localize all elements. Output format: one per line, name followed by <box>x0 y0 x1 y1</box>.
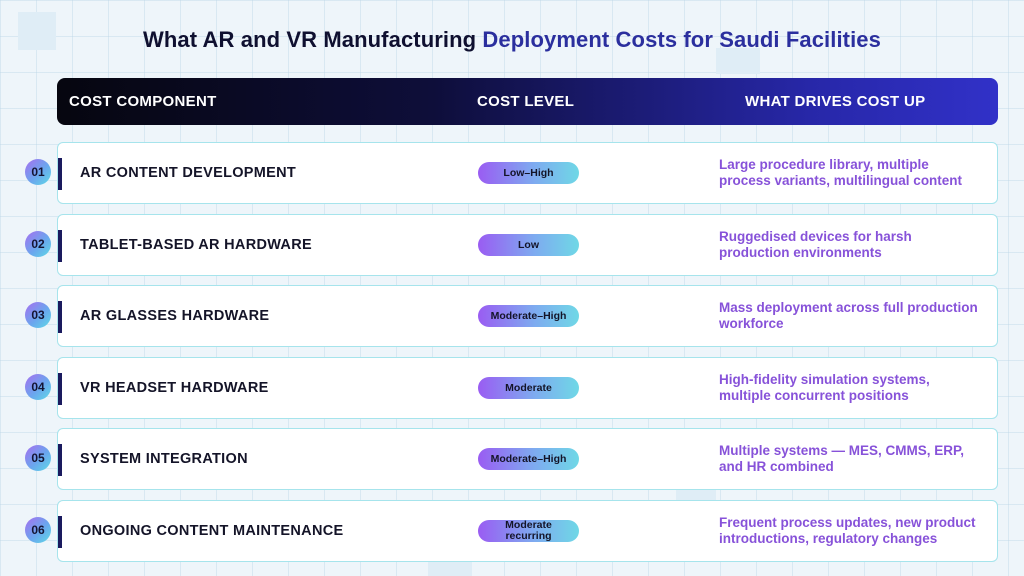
cost-component-label: AR CONTENT DEVELOPMENT <box>80 164 297 181</box>
cost-driver-text: Mass deployment across full production w… <box>719 299 978 331</box>
row-number-badge: 02 <box>25 231 51 257</box>
row-number-badge: 04 <box>25 374 51 400</box>
cost-component-label: VR HEADSET HARDWARE <box>80 379 269 396</box>
row-accent-bar <box>58 301 62 333</box>
cost-component-label: AR GLASSES HARDWARE <box>80 307 270 324</box>
cost-driver-text: Multiple systems — MES, CMMS, ERP, and H… <box>719 442 965 474</box>
cost-driver-text: Ruggedised devices for harsh production … <box>719 228 912 260</box>
row-accent-bar <box>58 516 62 548</box>
cost-level-badge: Low <box>478 234 579 256</box>
row-number-badge: 01 <box>25 159 51 185</box>
cost-component-label: TABLET-BASED AR HARDWARE <box>80 236 312 253</box>
table-header: COST COMPONENT COST LEVEL WHAT DRIVES CO… <box>57 78 998 125</box>
cost-level-badge: Moderate <box>478 377 579 399</box>
cost-driver-text: Frequent process updates, new product in… <box>719 514 976 546</box>
page-title: What AR and VR Manufacturing Deployment … <box>0 27 1024 53</box>
row-number-badge: 05 <box>25 445 51 471</box>
background-decoration <box>18 12 56 50</box>
cost-driver-text: High-fidelity simulation systems, multip… <box>719 371 930 403</box>
table-row: AR GLASSES HARDWARE Moderate–High Mass d… <box>57 285 998 347</box>
cost-level-badge: Moderate–High <box>478 448 579 470</box>
row-accent-bar <box>58 230 62 262</box>
background-decoration <box>716 48 760 74</box>
cost-component-label: SYSTEM INTEGRATION <box>80 450 248 467</box>
header-cost-level: COST LEVEL <box>477 93 575 110</box>
cost-component-label: ONGOING CONTENT MAINTENANCE <box>80 522 344 539</box>
background-decoration <box>428 560 472 576</box>
header-cost-drivers: WHAT DRIVES COST UP <box>745 93 926 110</box>
table-row: TABLET-BASED AR HARDWARE Low Ruggedised … <box>57 214 998 276</box>
row-number-badge: 06 <box>25 517 51 543</box>
page-title-part2: Deployment Costs for Saudi Facilities <box>482 27 881 52</box>
table-row: SYSTEM INTEGRATION Moderate–High Multipl… <box>57 428 998 490</box>
row-number-badge: 03 <box>25 302 51 328</box>
table-row: ONGOING CONTENT MAINTENANCE Moderate rec… <box>57 500 998 562</box>
row-accent-bar <box>58 444 62 476</box>
page-title-part1: What AR and VR Manufacturing <box>143 27 483 52</box>
cost-driver-text: Large procedure library, multiple proces… <box>719 156 963 188</box>
row-accent-bar <box>58 158 62 190</box>
row-accent-bar <box>58 373 62 405</box>
cost-level-badge: Moderate–High <box>478 305 579 327</box>
background-decoration <box>676 488 716 502</box>
table-row: VR HEADSET HARDWARE Moderate High-fideli… <box>57 357 998 419</box>
table-row: AR CONTENT DEVELOPMENT Low–High Large pr… <box>57 142 998 204</box>
cost-level-badge: Moderate recurring <box>478 520 579 542</box>
header-cost-component: COST COMPONENT <box>69 93 217 110</box>
cost-level-badge: Low–High <box>478 162 579 184</box>
